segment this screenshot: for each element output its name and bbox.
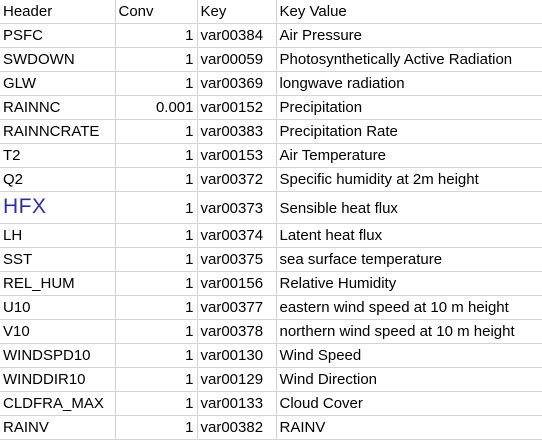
cell-key-value[interactable]: longwave radiation	[276, 71, 542, 96]
cell-header[interactable]: CLDFRA_MAX	[0, 391, 116, 416]
cell-key-label[interactable]: Key	[197, 0, 277, 24]
cell-key-value[interactable]: RAINV	[276, 415, 542, 440]
cell-conv[interactable]: 1	[115, 23, 198, 48]
cell-conv[interactable]: 1	[115, 367, 198, 392]
cell-conv[interactable]: 1	[115, 391, 198, 416]
cell-conv[interactable]: 1	[115, 223, 198, 248]
cell-key-value[interactable]: Precipitation	[276, 95, 542, 120]
cell-header[interactable]: LH	[0, 223, 116, 248]
cell-key-value[interactable]: Wind Speed	[276, 343, 542, 368]
cell-key[interactable]: var00133	[197, 391, 277, 416]
cell-header[interactable]: WINDSPD10	[0, 343, 116, 368]
cell-header[interactable]: PSFC	[0, 23, 116, 48]
cell-key-value-label[interactable]: Key Value	[276, 0, 542, 24]
table-row: V10 1 var00378 northern wind speed at 10…	[0, 319, 542, 344]
cell-key-value[interactable]: Precipitation Rate	[276, 119, 542, 144]
cell-key-value[interactable]: Sensible heat flux	[276, 191, 542, 224]
table-row: SWDOWN 1 var00059 Photosynthetically Act…	[0, 47, 542, 72]
cell-header[interactable]: U10	[0, 295, 116, 320]
cell-conv[interactable]: 1	[115, 247, 198, 272]
cell-key[interactable]: var00375	[197, 247, 277, 272]
cell-conv[interactable]: 1	[115, 167, 198, 192]
cell-conv-label[interactable]: Conv	[115, 0, 198, 24]
cell-key-value[interactable]: eastern wind speed at 10 m height	[276, 295, 542, 320]
cell-conv[interactable]: 1	[115, 191, 198, 224]
cell-conv[interactable]: 1	[115, 71, 198, 96]
cell-header[interactable]: V10	[0, 319, 116, 344]
table-row: WINDSPD10 1 var00130 Wind Speed	[0, 343, 542, 368]
cell-key[interactable]: var00369	[197, 71, 277, 96]
cell-header-label[interactable]: Header	[0, 0, 116, 24]
cell-header[interactable]: T2	[0, 143, 116, 168]
cell-key[interactable]: var00378	[197, 319, 277, 344]
cell-conv[interactable]: 1	[115, 119, 198, 144]
cell-header[interactable]: SWDOWN	[0, 47, 116, 72]
cell-key-value[interactable]: Wind Direction	[276, 367, 542, 392]
table-row: GLW 1 var00369 longwave radiation	[0, 71, 542, 96]
cell-key[interactable]: var00384	[197, 23, 277, 48]
column-header-row: Header Conv Key Key Value	[0, 0, 542, 24]
cell-key-value[interactable]: Photosynthetically Active Radiation	[276, 47, 542, 72]
cell-key[interactable]: var00059	[197, 47, 277, 72]
cell-key-value[interactable]: Cloud Cover	[276, 391, 542, 416]
table-row: PSFC 1 var00384 Air Pressure	[0, 23, 542, 48]
table-row: RAINNC 0.001 var00152 Precipitation	[0, 95, 542, 120]
cell-header[interactable]: HFX	[0, 191, 116, 224]
cell-conv[interactable]: 1	[115, 415, 198, 440]
table-row: U10 1 var00377 eastern wind speed at 10 …	[0, 295, 542, 320]
cell-key[interactable]: var00382	[197, 415, 277, 440]
cell-key-value[interactable]: Specific humidity at 2m height	[276, 167, 542, 192]
table-row: HFX 1 var00373 Sensible heat flux	[0, 191, 542, 224]
cell-key[interactable]: var00156	[197, 271, 277, 296]
cell-conv[interactable]: 1	[115, 343, 198, 368]
cell-key[interactable]: var00152	[197, 95, 277, 120]
cell-key[interactable]: var00383	[197, 119, 277, 144]
cell-header[interactable]: GLW	[0, 71, 116, 96]
cell-conv[interactable]: 1	[115, 143, 198, 168]
cell-conv[interactable]: 1	[115, 319, 198, 344]
table-row: T2 1 var00153 Air Temperature	[0, 143, 542, 168]
cell-key-value[interactable]: northern wind speed at 10 m height	[276, 319, 542, 344]
table-row: RAINV 1 var00382 RAINV	[0, 415, 542, 440]
cell-key[interactable]: var00373	[197, 191, 277, 224]
cell-key[interactable]: var00153	[197, 143, 277, 168]
cell-header[interactable]: RAINV	[0, 415, 116, 440]
cell-key[interactable]: var00130	[197, 343, 277, 368]
table-row: SST 1 var00375 sea surface temperature	[0, 247, 542, 272]
table-row: RAINNCRATE 1 var00383 Precipitation Rate	[0, 119, 542, 144]
table-row: LH 1 var00374 Latent heat flux	[0, 223, 542, 248]
cell-key[interactable]: var00377	[197, 295, 277, 320]
cell-header-hfx-text: HFX	[3, 195, 47, 218]
cell-key-value[interactable]: Air Temperature	[276, 143, 542, 168]
cell-conv[interactable]: 0.001	[115, 95, 198, 120]
cell-conv[interactable]: 1	[115, 295, 198, 320]
cell-key-value[interactable]: sea surface temperature	[276, 247, 542, 272]
cell-header[interactable]: RAINNC	[0, 95, 116, 120]
cell-key-value[interactable]: Air Pressure	[276, 23, 542, 48]
cell-header[interactable]: REL_HUM	[0, 271, 116, 296]
cell-header[interactable]: RAINNCRATE	[0, 119, 116, 144]
cell-key[interactable]: var00372	[197, 167, 277, 192]
cell-key-value[interactable]: Latent heat flux	[276, 223, 542, 248]
table-row: Q2 1 var00372 Specific humidity at 2m he…	[0, 167, 542, 192]
table-row: CLDFRA_MAX 1 var00133 Cloud Cover	[0, 391, 542, 416]
cell-header[interactable]: WINDDIR10	[0, 367, 116, 392]
cell-conv[interactable]: 1	[115, 271, 198, 296]
cell-key-value[interactable]: Relative Humidity	[276, 271, 542, 296]
cell-conv[interactable]: 1	[115, 47, 198, 72]
cell-header[interactable]: SST	[0, 247, 116, 272]
table-row: REL_HUM 1 var00156 Relative Humidity	[0, 271, 542, 296]
table-row: WINDDIR10 1 var00129 Wind Direction	[0, 367, 542, 392]
cell-key[interactable]: var00129	[197, 367, 277, 392]
cell-key[interactable]: var00374	[197, 223, 277, 248]
cell-header[interactable]: Q2	[0, 167, 116, 192]
